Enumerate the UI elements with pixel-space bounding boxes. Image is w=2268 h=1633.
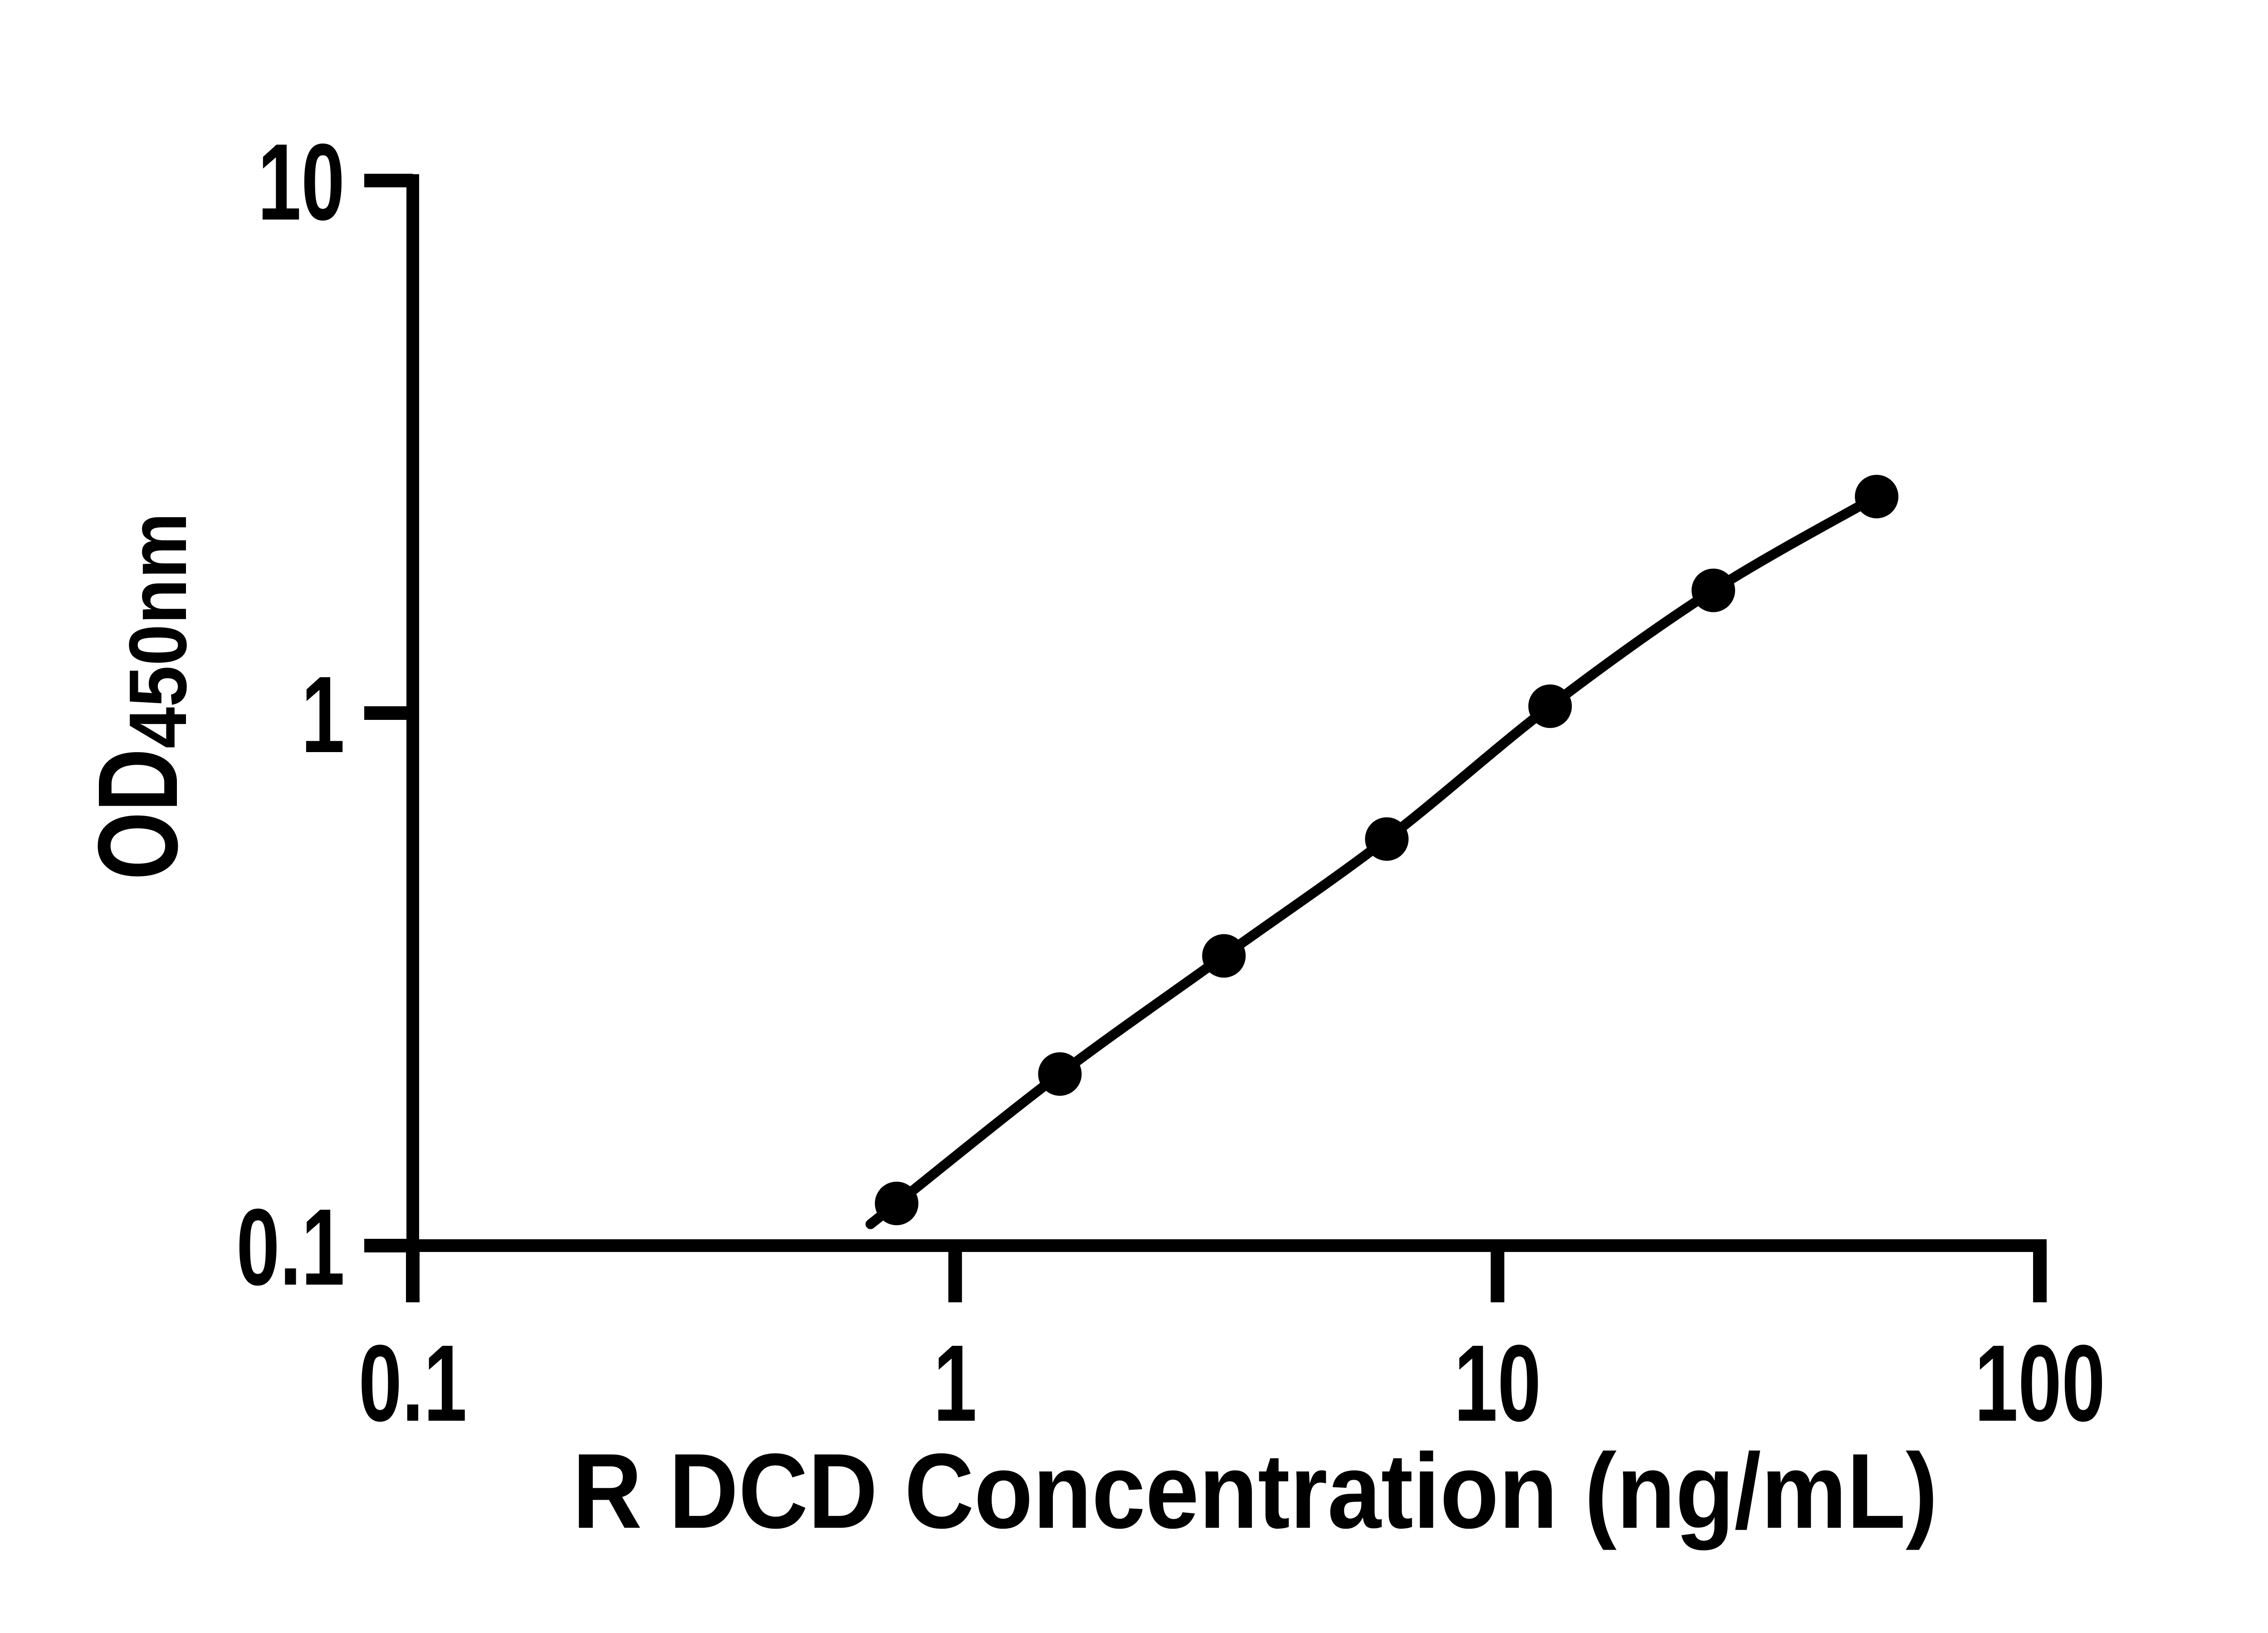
data-point-0.78ng-ml [875, 1182, 919, 1225]
y-axis-title-main: OD [74, 748, 201, 880]
y-tick-label-10: 10 [258, 121, 345, 243]
data-point-3.13ng-ml [1202, 934, 1246, 978]
y-axis-title: OD450nm [74, 513, 204, 880]
y-tick-label-0.1: 0.1 [236, 1186, 345, 1308]
data-point-6.25ng-ml [1365, 817, 1409, 861]
tick-label-layer: 0.1 1 10 0.1 1 10 100 [236, 121, 2105, 1444]
data-point-12.5ng-ml [1528, 684, 1572, 728]
data-point-layer [875, 474, 1899, 1225]
x-tick-label-1: 1 [934, 1322, 977, 1444]
axes-layer [364, 174, 2047, 1302]
tick-layer [364, 174, 2047, 1302]
data-point-50ng-ml [1855, 474, 1899, 518]
data-point-25ng-ml [1691, 568, 1735, 612]
y-tick-label-1: 1 [301, 654, 345, 775]
x-tick-label-0.1: 0.1 [359, 1322, 467, 1444]
y-axis-title-subscript: 450nm [112, 513, 204, 748]
x-tick-label-100: 100 [1975, 1322, 2105, 1444]
x-axis-title: R DCD Concentration (ng/mL) [572, 1431, 1938, 1550]
data-point-1.56ng-ml [1038, 1052, 1082, 1096]
x-tick-label-10: 10 [1454, 1322, 1541, 1444]
